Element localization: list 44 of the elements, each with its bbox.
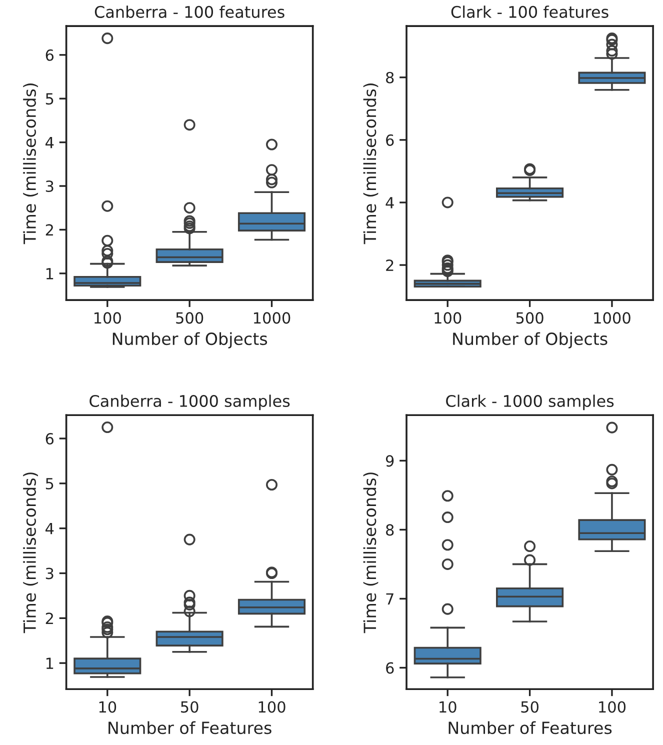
y-tick-label: 9	[386, 455, 394, 467]
x-tick-label: 50	[181, 701, 198, 713]
x-axis-title: Number of Features	[448, 721, 612, 734]
x-tick-label: 10	[99, 701, 116, 713]
x-tick-label: 100	[599, 701, 626, 713]
y-tick-label: 5	[46, 478, 54, 490]
y-tick-label: 6	[386, 662, 394, 674]
x-tick-label: 10	[440, 701, 456, 713]
y-tick-label: 2	[46, 612, 53, 624]
y-tick-label: 6	[386, 134, 394, 146]
y-tick-label: 4	[46, 522, 54, 534]
x-axis-title: Number of Objects	[112, 332, 268, 348]
y-tick-label: 8	[386, 524, 394, 536]
y-tick-label: 1	[46, 268, 54, 280]
y-tick-label: 4	[386, 197, 394, 208]
y-axis-title: Time (milliseconds)	[363, 472, 378, 634]
y-tick-label: 6	[46, 432, 54, 445]
y-axis-title: Time (milliseconds)	[23, 84, 38, 244]
y-axis-title: Time (milliseconds)	[363, 84, 378, 244]
x-tick-label: 100	[94, 312, 121, 324]
y-tick-label: 3	[46, 568, 54, 580]
y-tick-label: 3	[46, 180, 54, 192]
x-tick-label: 100	[258, 701, 286, 713]
x-tick-label: 100	[434, 312, 462, 324]
chart-title: Canberra - 1000 samples	[90, 394, 290, 410]
x-tick-label: 50	[521, 701, 538, 713]
y-tick-label: 4	[46, 136, 54, 148]
y-tick-label: 8	[386, 72, 394, 84]
y-axis-title: Time (milliseconds)	[23, 472, 38, 634]
y-tick-label: 5	[46, 93, 54, 105]
chart-title: Canberra - 100 features	[94, 6, 284, 18]
x-tick-label: 1000	[254, 312, 290, 324]
x-axis-title: Number of Objects	[453, 332, 608, 348]
x-tick-label: 500	[176, 312, 204, 324]
y-tick-label: 6	[46, 49, 54, 61]
y-tick-label: 2	[46, 224, 53, 236]
x-tick-label: 500	[516, 312, 544, 324]
y-tick-label: 2	[386, 260, 394, 271]
chart-title: Clark - 100 features	[451, 6, 608, 18]
chart-title: Clark - 1000 samples	[446, 394, 614, 410]
x-axis-title: Number of Features	[108, 721, 272, 734]
y-tick-label: 1	[46, 658, 54, 669]
y-tick-label: 7	[386, 593, 394, 605]
x-tick-label: 1000	[594, 312, 630, 324]
